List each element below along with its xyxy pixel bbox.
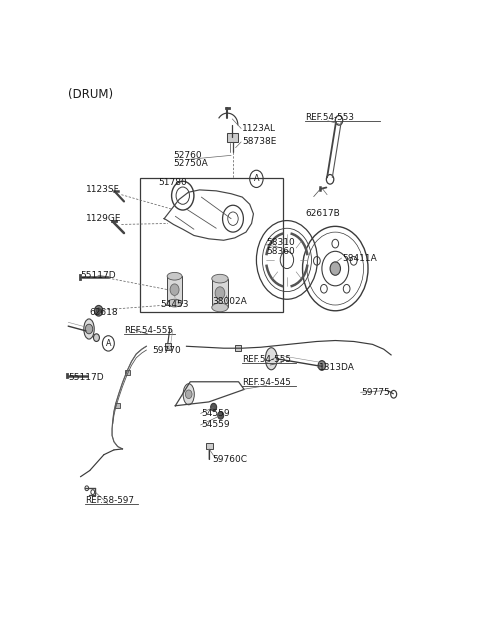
Circle shape <box>170 284 179 295</box>
Bar <box>235 345 241 351</box>
Text: 58738E: 58738E <box>242 138 276 146</box>
Circle shape <box>95 305 103 316</box>
Circle shape <box>94 334 99 341</box>
Ellipse shape <box>183 384 194 405</box>
Circle shape <box>330 262 340 275</box>
Text: 52760: 52760 <box>173 151 202 160</box>
Text: REF.54-553: REF.54-553 <box>305 113 354 123</box>
Text: A: A <box>253 174 259 183</box>
Text: 59775: 59775 <box>361 388 390 397</box>
Text: (DRUM): (DRUM) <box>68 88 113 101</box>
Bar <box>212 278 228 307</box>
Circle shape <box>218 412 224 419</box>
Ellipse shape <box>167 272 182 280</box>
Ellipse shape <box>84 319 94 339</box>
Text: 58360: 58360 <box>266 247 295 256</box>
Ellipse shape <box>167 299 182 307</box>
Text: 38002A: 38002A <box>213 297 247 306</box>
Text: 54559: 54559 <box>202 421 230 429</box>
Text: 1123AL: 1123AL <box>242 124 276 133</box>
Bar <box>115 403 120 408</box>
Text: REF.54-545: REF.54-545 <box>242 378 291 388</box>
Text: 1313DA: 1313DA <box>319 363 354 372</box>
Text: 62618: 62618 <box>90 308 119 317</box>
Bar <box>140 178 283 312</box>
Circle shape <box>211 403 216 411</box>
Text: 1123SF: 1123SF <box>86 186 120 194</box>
Circle shape <box>96 308 101 313</box>
Text: 55117D: 55117D <box>68 373 104 383</box>
Bar <box>125 370 130 374</box>
Ellipse shape <box>265 348 277 370</box>
Bar <box>228 133 238 142</box>
Bar <box>206 443 213 449</box>
Text: 52750A: 52750A <box>173 159 208 168</box>
Text: 59770: 59770 <box>152 346 181 355</box>
Text: REF.54-555: REF.54-555 <box>124 326 173 335</box>
Text: 1129GE: 1129GE <box>86 214 121 223</box>
Ellipse shape <box>212 303 228 312</box>
Text: A: A <box>106 339 111 348</box>
Text: 58310: 58310 <box>266 238 295 247</box>
Text: 54559: 54559 <box>202 409 230 418</box>
Text: 58411A: 58411A <box>343 254 377 262</box>
Circle shape <box>215 287 225 299</box>
Text: 55117D: 55117D <box>81 271 116 280</box>
Bar <box>165 343 171 350</box>
Circle shape <box>85 324 93 334</box>
Circle shape <box>185 390 192 399</box>
Ellipse shape <box>212 274 228 283</box>
Circle shape <box>318 361 325 370</box>
Bar <box>167 276 182 303</box>
Text: 59760C: 59760C <box>213 455 248 464</box>
Text: REF.58-597: REF.58-597 <box>85 497 134 505</box>
Text: REF.54-555: REF.54-555 <box>242 355 291 364</box>
Text: 51780: 51780 <box>158 178 187 187</box>
Text: 62617B: 62617B <box>305 209 340 219</box>
Text: 54453: 54453 <box>160 300 189 308</box>
